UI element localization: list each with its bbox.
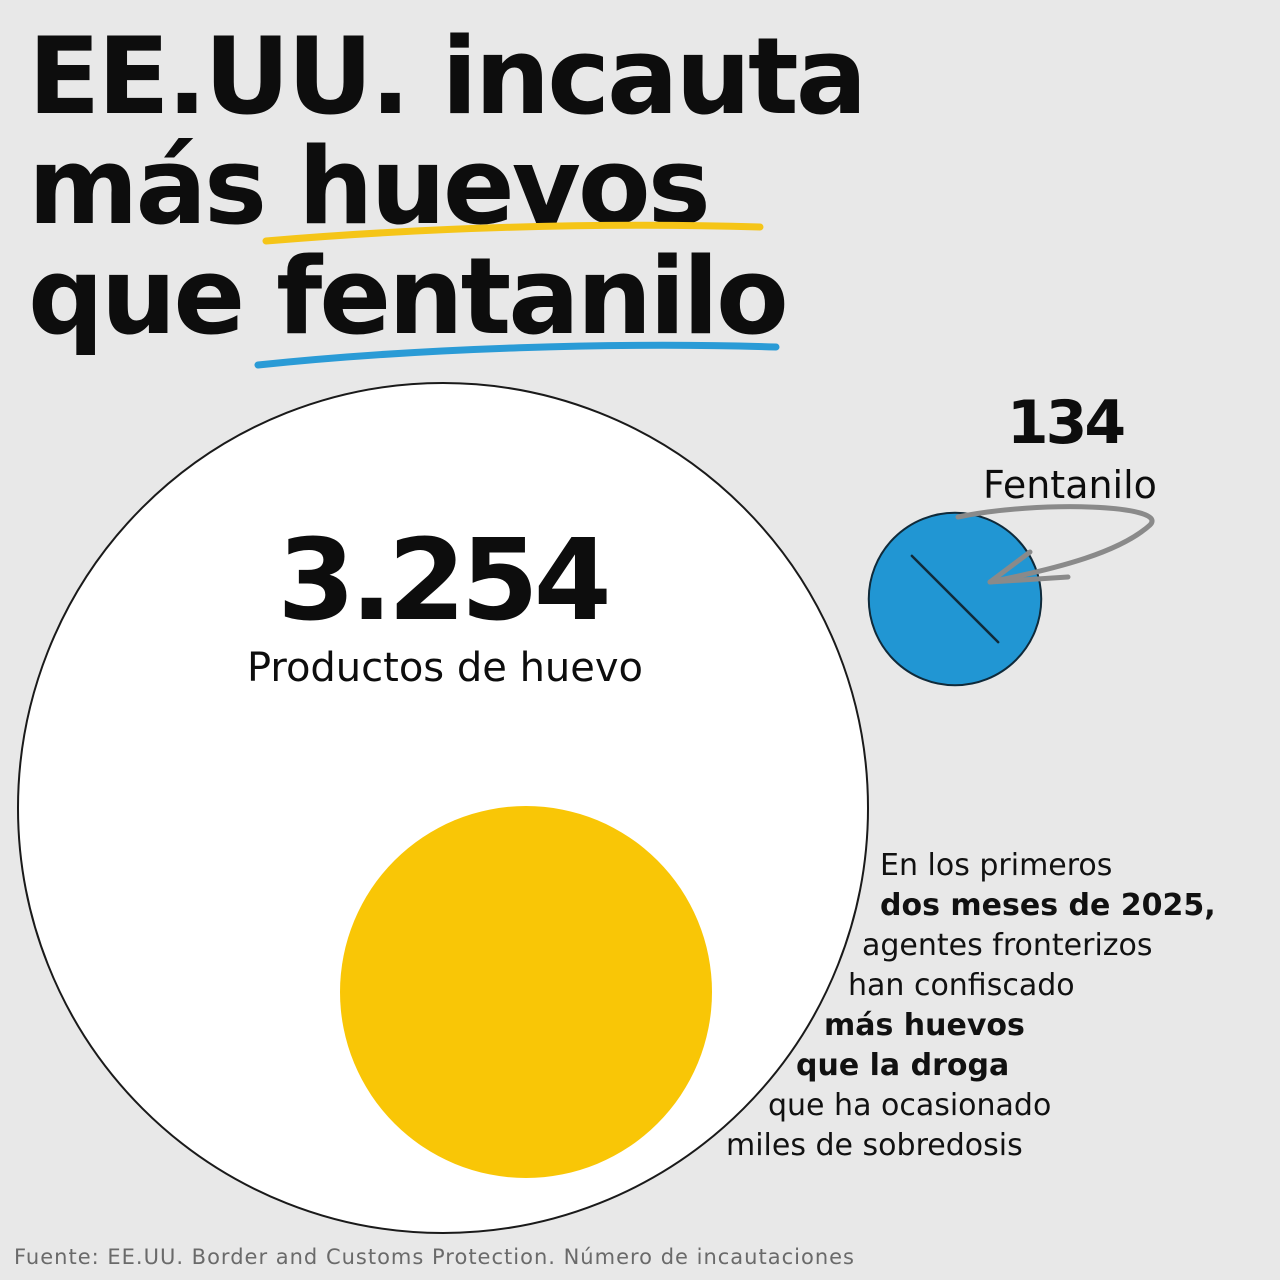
note-line-3: agentes fronterizos (862, 928, 1153, 963)
note-line-7: que ha ocasionado (768, 1088, 1052, 1123)
note-line-2: dos meses de 2025, (880, 888, 1216, 923)
note-line-8: miles de sobredosis (726, 1128, 1023, 1163)
egg-value-label: 3.254 (277, 516, 611, 646)
headline-word-fentanilo: fentanilo (276, 235, 789, 358)
headline-word-mas: más (28, 125, 298, 248)
source-note: Fuente: EE.UU. Border and Customs Protec… (14, 1245, 855, 1269)
note-line-4: han confiscado (848, 968, 1075, 1003)
headline-word-que: que (28, 235, 277, 358)
headline: EE.UU. incauta más huevos que fentanilo (28, 15, 867, 352)
curved-arrow-icon (955, 504, 1155, 585)
note-line-5: más huevos (824, 1008, 1025, 1043)
headline-line-1: EE.UU. incauta (28, 15, 867, 138)
egg-yolk (340, 806, 712, 1178)
note-line-1: En los primeros (880, 848, 1113, 883)
fentanyl-value-label: 134 (1006, 388, 1126, 458)
arrow-head-icon (987, 549, 1071, 585)
egg-category-label: Productos de huevo (246, 645, 644, 691)
fentanyl-pill-score (910, 554, 1000, 644)
headline-line-3: que fentanilo (28, 242, 864, 352)
note-line-6: que la droga (796, 1048, 1010, 1083)
fentanyl-category-label: Fentanilo (983, 463, 1157, 507)
